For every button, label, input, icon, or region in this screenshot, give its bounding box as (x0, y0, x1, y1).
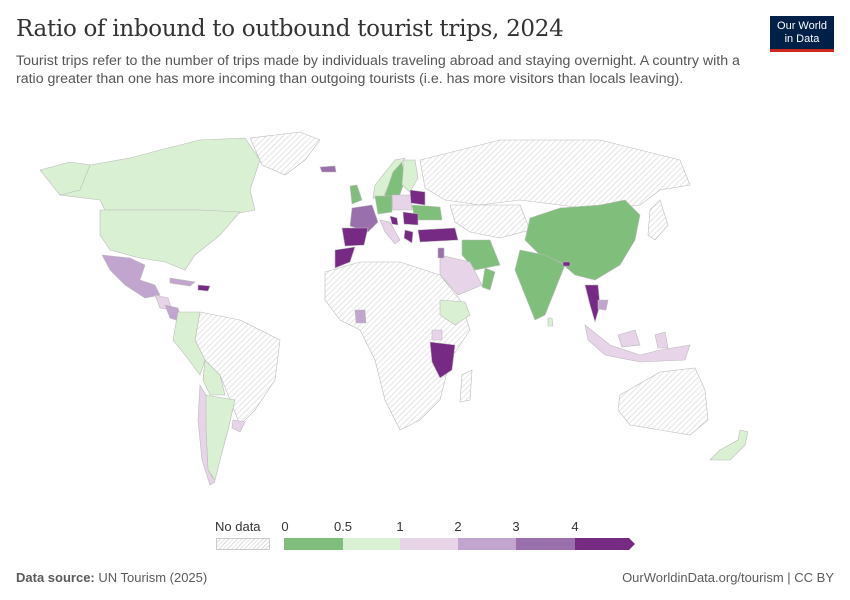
country-malaysia[interactable] (617, 329, 641, 348)
legend-tick-3: 3 (512, 519, 520, 534)
legend-bin-0-0-5[interactable] (284, 538, 343, 550)
legend-bin-1-2[interactable] (400, 538, 458, 550)
country-bhutan[interactable] (562, 261, 571, 267)
country-cuba[interactable] (169, 277, 196, 287)
country-bolivia[interactable] (202, 359, 226, 396)
country-indonesia[interactable] (584, 324, 691, 363)
owid-logo[interactable]: Our World in Data (770, 16, 834, 52)
legend-bin-0-5-1[interactable] (343, 538, 400, 550)
legend-tick-0: 0 (281, 519, 289, 534)
legend-no-data-label: No data (215, 519, 261, 534)
country-romania[interactable] (402, 211, 419, 226)
country-uk[interactable] (349, 184, 363, 205)
legend: No data 0 0.5 1 2 3 4 (210, 515, 650, 555)
source-label: Data source: (16, 570, 95, 585)
legend-tick-0-5: 0.5 (333, 519, 353, 534)
country-greenland[interactable] (249, 131, 321, 176)
legend-tick-4: 4 (571, 519, 579, 534)
country-usa[interactable] (99, 209, 241, 271)
country-saudi-arabia[interactable] (439, 254, 483, 296)
country-kazakhstan[interactable] (449, 204, 531, 239)
country-chile[interactable] (197, 384, 216, 486)
country-thailand[interactable] (584, 284, 601, 324)
chart-subtitle: Tourist trips refer to the number of tri… (16, 53, 740, 87)
country-usa-alaska[interactable] (39, 161, 91, 196)
source-value[interactable]: UN Tourism (2025) (98, 570, 208, 585)
country-spain[interactable] (341, 227, 369, 247)
legend-tick-1: 1 (396, 519, 404, 534)
country-uruguay[interactable] (231, 419, 246, 433)
country-australia[interactable] (617, 367, 709, 436)
country-russia[interactable] (419, 139, 691, 211)
country-ethiopia[interactable] (439, 299, 471, 326)
country-ghana[interactable] (354, 309, 367, 324)
country-dominican-republic[interactable] (197, 284, 211, 292)
country-iran[interactable] (461, 239, 501, 271)
country-canada[interactable] (59, 137, 261, 216)
country-mexico[interactable] (101, 254, 161, 299)
country-morocco[interactable] (334, 246, 356, 269)
country-poland[interactable] (391, 194, 413, 211)
legend-bin-3-4[interactable] (516, 538, 575, 550)
chart-title: Ratio of inbound to outbound tourist tri… (16, 16, 564, 42)
legend-bin-2-3[interactable] (458, 538, 516, 550)
country-france[interactable] (349, 204, 379, 233)
country-philippines[interactable] (654, 331, 669, 349)
country-new-zealand[interactable] (709, 429, 749, 461)
country-argentina[interactable] (204, 394, 236, 481)
country-belarus[interactable] (409, 189, 426, 206)
legend-bin-4-plus[interactable] (575, 538, 635, 550)
country-germany[interactable] (374, 195, 393, 215)
country-peru[interactable] (172, 311, 206, 376)
legend-no-data-swatch[interactable] (216, 538, 270, 550)
country-tanzania[interactable] (429, 341, 456, 379)
country-jordan[interactable] (437, 247, 445, 259)
country-cambodia[interactable] (597, 299, 609, 311)
country-turkey[interactable] (417, 227, 459, 243)
world-map[interactable] (0, 120, 850, 510)
country-oman[interactable] (481, 267, 496, 291)
country-croatia[interactable] (389, 215, 399, 226)
logo-line-1: Our World (777, 20, 827, 32)
data-source: Data source: UN Tourism (2025) (16, 570, 207, 585)
logo-line-2: in Data (784, 33, 820, 45)
legend-tick-2: 2 (454, 519, 462, 534)
country-india[interactable] (514, 249, 566, 321)
country-sri-lanka[interactable] (547, 317, 554, 327)
country-uganda[interactable] (431, 329, 443, 341)
country-madagascar[interactable] (459, 369, 473, 403)
country-africa-other[interactable] (324, 261, 471, 431)
country-greece[interactable] (403, 229, 414, 244)
country-italy[interactable] (379, 219, 401, 245)
country-japan[interactable] (647, 199, 669, 241)
country-finland[interactable] (401, 159, 419, 193)
country-iceland[interactable] (319, 165, 337, 173)
footer-url[interactable]: OurWorldinData.org/tourism | CC BY (622, 570, 834, 585)
